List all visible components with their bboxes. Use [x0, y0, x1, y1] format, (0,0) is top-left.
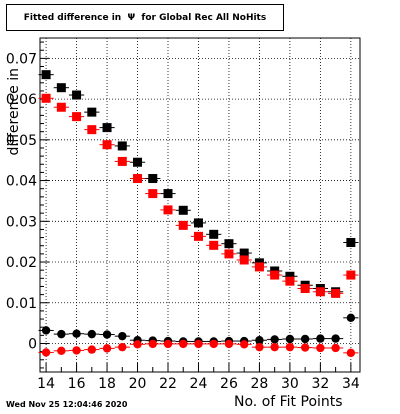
- data-point-square: [209, 229, 219, 239]
- data-point-square: [178, 205, 188, 215]
- x-tick-label: 18: [98, 376, 116, 392]
- data-point-circle: [285, 334, 295, 344]
- data-point-square: [41, 70, 51, 80]
- x-tick-label: 16: [68, 376, 86, 392]
- data-point-square: [193, 231, 203, 241]
- data-point-circle: [255, 336, 264, 345]
- x-axis-title: No. of Fit Points: [234, 394, 343, 410]
- x-tick-label: 28: [251, 376, 269, 392]
- data-point-circle: [239, 340, 249, 349]
- data-point-square: [163, 189, 173, 199]
- data-point-circle: [194, 339, 203, 349]
- data-point-circle: [57, 346, 66, 356]
- plot-frame: [39, 37, 361, 373]
- data-point-circle: [118, 331, 127, 341]
- data-point-circle: [346, 313, 356, 323]
- data-point-square: [148, 174, 158, 184]
- x-tick-label: 22: [159, 376, 177, 392]
- data-point-circle: [41, 326, 51, 335]
- x-tick-label: 34: [342, 376, 360, 392]
- x-tick-label: 30: [281, 376, 299, 392]
- y-tick-label: 0.01: [6, 296, 37, 312]
- x-tick-label: 14: [37, 376, 55, 392]
- data-point-square: [239, 248, 249, 258]
- data-point-square: [315, 287, 325, 297]
- data-point-square: [346, 237, 356, 247]
- data-point-circle: [255, 342, 264, 352]
- y-tick-label: 0.06: [6, 92, 37, 108]
- x-tick-label: 24: [190, 376, 208, 392]
- data-point-square: [117, 141, 127, 151]
- data-point-square: [72, 112, 82, 122]
- data-point-circle: [316, 343, 325, 353]
- data-point-square: [56, 102, 66, 112]
- data-point-square: [270, 270, 280, 280]
- data-point-circle: [41, 348, 51, 357]
- y-tick-label: 0.02: [6, 255, 37, 271]
- data-point-circle: [148, 339, 157, 349]
- data-point-square: [56, 83, 66, 93]
- data-point-square: [239, 255, 249, 265]
- data-point-square: [285, 276, 295, 286]
- timestamp: Wed Nov 25 12:04:46 2020: [6, 400, 128, 409]
- y-tick-label: 0.07: [6, 51, 37, 67]
- data-point-circle: [179, 339, 188, 349]
- x-tick-label: 32: [311, 376, 329, 392]
- data-point-square: [133, 157, 143, 167]
- y-axis-title: difference in: [6, 68, 22, 156]
- data-point-square: [285, 271, 295, 281]
- y-tick-label: 0.04: [6, 174, 37, 190]
- data-point-circle: [285, 342, 295, 352]
- data-point-square: [133, 174, 143, 184]
- data-point-square: [163, 205, 173, 215]
- data-point-circle: [300, 334, 310, 344]
- data-point-circle: [72, 329, 81, 338]
- data-point-circle: [209, 339, 218, 349]
- data-point-square: [87, 125, 97, 135]
- data-point-circle: [331, 334, 340, 343]
- data-point-circle: [300, 343, 310, 352]
- data-point-circle: [87, 329, 97, 339]
- y-tick-label: 0.05: [6, 133, 37, 149]
- data-point-square: [224, 249, 234, 259]
- data-point-circle: [224, 339, 234, 349]
- data-point-circle: [316, 334, 325, 343]
- data-point-circle: [72, 346, 81, 355]
- data-point-circle: [270, 342, 279, 352]
- data-point-circle: [102, 344, 112, 353]
- data-point-square: [117, 156, 127, 166]
- data-point-circle: [346, 348, 356, 358]
- data-point-square: [209, 240, 219, 250]
- data-point-square: [331, 288, 341, 298]
- data-point-circle: [331, 343, 340, 353]
- data-point-square: [300, 284, 310, 293]
- data-point-circle: [163, 339, 173, 349]
- data-point-circle: [102, 330, 112, 339]
- data-point-square: [224, 239, 234, 249]
- y-tick-label: 0: [28, 336, 37, 352]
- data-point-circle: [270, 335, 279, 344]
- chart-title-box: Fitted difference in Ψ for Global Rec Al…: [6, 4, 284, 31]
- data-point-square: [148, 189, 158, 199]
- x-tick-label: 26: [220, 376, 238, 392]
- chart-title: Fitted difference in Ψ for Global Rec Al…: [23, 12, 267, 23]
- data-point-square: [102, 140, 112, 150]
- x-tick-label: 20: [129, 376, 147, 392]
- data-point-square: [72, 90, 82, 100]
- data-point-circle: [118, 342, 127, 352]
- data-point-square: [346, 270, 356, 280]
- data-point-square: [193, 218, 203, 228]
- y-tick-label: 0.03: [6, 214, 37, 230]
- data-point-square: [41, 93, 51, 103]
- data-point-square: [102, 123, 112, 133]
- data-point-circle: [57, 329, 66, 339]
- data-point-circle: [133, 340, 142, 349]
- data-point-square: [87, 107, 97, 117]
- data-point-square: [254, 262, 264, 272]
- data-point-square: [178, 220, 188, 230]
- data-point-circle: [87, 345, 97, 354]
